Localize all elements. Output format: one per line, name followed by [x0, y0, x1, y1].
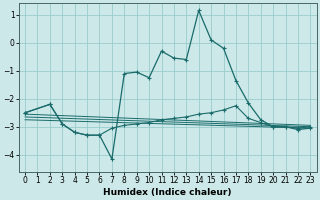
- X-axis label: Humidex (Indice chaleur): Humidex (Indice chaleur): [103, 188, 232, 197]
